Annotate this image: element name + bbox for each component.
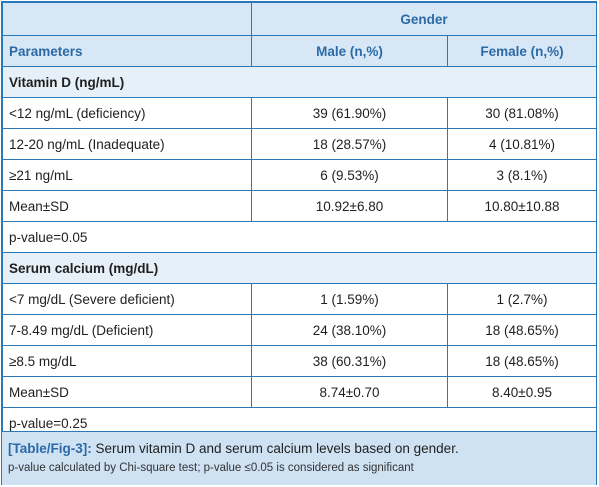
male-cell: 24 (38.10%) bbox=[251, 314, 448, 346]
female-cell: 4 (10.81%) bbox=[446, 128, 598, 160]
section-title: Vitamin D (ng/mL) bbox=[1, 66, 598, 98]
female-cell: 18 (48.65%) bbox=[446, 345, 598, 377]
header-empty-cell bbox=[2, 2, 252, 36]
table-row: 12-20 ng/mL (Inadequate) 18 (28.57%) 4 (… bbox=[2, 128, 598, 160]
caption-text: Serum vitamin D and serum calcium levels… bbox=[95, 441, 459, 456]
header-row-columns: Parameters Male (n,%) Female (n,%) bbox=[2, 35, 598, 67]
caption-line: [Table/Fig-3]: Serum vitamin D and serum… bbox=[8, 440, 596, 457]
header-row-group: Gender bbox=[2, 2, 598, 36]
section-row-serum-calcium: Serum calcium (mg/dL) bbox=[1, 252, 598, 284]
caption-label: [Table/Fig-3]: bbox=[8, 441, 92, 456]
data-table: Gender Parameters Male (n,%) Female (n,%… bbox=[1, 2, 598, 439]
table-row: ≥8.5 mg/dL 38 (60.31%) 18 (48.65%) bbox=[2, 345, 598, 377]
param-cell: <12 ng/mL (deficiency) bbox=[2, 97, 252, 129]
param-cell: ≥8.5 mg/dL bbox=[2, 345, 252, 377]
female-cell: 18 (48.65%) bbox=[446, 314, 598, 346]
param-cell: Mean±SD bbox=[2, 376, 252, 408]
female-cell: 1 (2.7%) bbox=[446, 283, 598, 315]
table-row: <12 ng/mL (deficiency) 39 (61.90%) 30 (8… bbox=[2, 97, 598, 129]
param-cell: 7-8.49 mg/dL (Deficient) bbox=[2, 314, 252, 346]
male-header: Male (n,%) bbox=[251, 35, 448, 67]
section-row-vitamin-d: Vitamin D (ng/mL) bbox=[1, 66, 598, 98]
parameters-header: Parameters bbox=[2, 35, 252, 67]
female-cell: 10.80±10.88 bbox=[446, 190, 598, 222]
pvalue-row-vitamin-d: p-value=0.05 bbox=[1, 221, 598, 253]
male-cell: 6 (9.53%) bbox=[251, 159, 448, 191]
pvalue-cell: p-value=0.05 bbox=[1, 221, 598, 253]
male-cell: 18 (28.57%) bbox=[251, 128, 448, 160]
gender-header: Gender bbox=[250, 2, 598, 36]
figure-caption: [Table/Fig-3]: Serum vitamin D and serum… bbox=[2, 431, 596, 485]
param-cell: 12-20 ng/mL (Inadequate) bbox=[2, 128, 252, 160]
table-row: 7-8.49 mg/dL (Deficient) 24 (38.10%) 18 … bbox=[2, 314, 598, 346]
female-cell: 8.40±0.95 bbox=[446, 376, 598, 408]
param-cell: ≥21 ng/mL bbox=[2, 159, 252, 191]
female-cell: 3 (8.1%) bbox=[446, 159, 598, 191]
table-row: Mean±SD 10.92±6.80 10.80±10.88 bbox=[2, 190, 598, 222]
female-header: Female (n,%) bbox=[446, 35, 598, 67]
param-cell: <7 mg/dL (Severe deficient) bbox=[2, 283, 252, 315]
param-cell: Mean±SD bbox=[2, 190, 252, 222]
female-cell: 30 (81.08%) bbox=[446, 97, 598, 129]
male-cell: 8.74±0.70 bbox=[251, 376, 448, 408]
table-row: <7 mg/dL (Severe deficient) 1 (1.59%) 1 … bbox=[2, 283, 598, 315]
table-row: Mean±SD 8.74±0.70 8.40±0.95 bbox=[2, 376, 598, 408]
male-cell: 39 (61.90%) bbox=[251, 97, 448, 129]
male-cell: 10.92±6.80 bbox=[251, 190, 448, 222]
caption-note: p-value calculated by Chi-square test; p… bbox=[8, 462, 414, 474]
section-title: Serum calcium (mg/dL) bbox=[1, 252, 598, 284]
male-cell: 1 (1.59%) bbox=[251, 283, 448, 315]
table-row: ≥21 ng/mL 6 (9.53%) 3 (8.1%) bbox=[2, 159, 598, 191]
male-cell: 38 (60.31%) bbox=[251, 345, 448, 377]
